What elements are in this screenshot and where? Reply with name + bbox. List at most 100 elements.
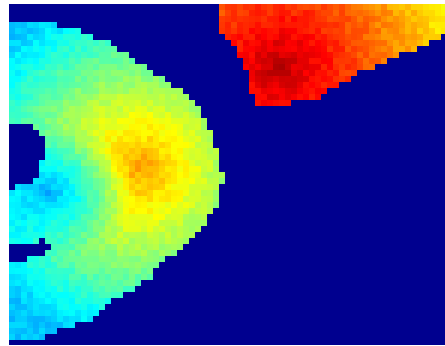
heatmap-cell bbox=[87, 316, 93, 322]
heatmap-cell bbox=[105, 124, 111, 130]
heatmap-cell bbox=[39, 220, 45, 226]
heatmap-cell bbox=[81, 142, 87, 148]
heatmap-cell bbox=[249, 22, 255, 28]
heatmap-cell bbox=[291, 88, 297, 94]
heatmap-cell bbox=[201, 196, 207, 202]
heatmap-cell bbox=[351, 52, 357, 58]
heatmap-cell bbox=[381, 16, 387, 22]
heatmap-cell bbox=[183, 232, 189, 238]
heatmap-cell bbox=[93, 76, 99, 82]
heatmap-cell bbox=[129, 268, 135, 274]
heatmap-cell bbox=[45, 220, 51, 226]
heatmap-cell bbox=[333, 64, 339, 70]
heatmap-cell bbox=[189, 112, 195, 118]
heatmap-cell bbox=[165, 220, 171, 226]
heatmap-cell bbox=[45, 82, 51, 88]
heatmap-cell bbox=[171, 190, 177, 196]
heatmap-cell bbox=[81, 160, 87, 166]
heatmap-cell bbox=[57, 130, 63, 136]
heatmap-cell bbox=[243, 10, 249, 16]
heatmap-cell bbox=[141, 250, 147, 256]
heatmap-cell bbox=[303, 16, 309, 22]
heatmap-cell bbox=[123, 154, 129, 160]
heatmap-cell bbox=[21, 64, 27, 70]
heatmap-cell bbox=[123, 130, 129, 136]
heatmap-cell bbox=[261, 82, 267, 88]
heatmap-cell bbox=[165, 130, 171, 136]
heatmap-cell bbox=[99, 274, 105, 280]
heatmap-cell bbox=[99, 304, 105, 310]
heatmap-cell bbox=[57, 190, 63, 196]
heatmap-cell bbox=[285, 4, 291, 10]
heatmap-cell bbox=[165, 82, 171, 88]
heatmap-cell bbox=[69, 142, 75, 148]
heatmap-cell bbox=[129, 226, 135, 232]
heatmap-cell bbox=[51, 94, 57, 100]
heatmap-cell bbox=[183, 214, 189, 220]
heatmap-cell bbox=[99, 184, 105, 190]
heatmap-cell bbox=[129, 94, 135, 100]
heatmap-cell bbox=[129, 130, 135, 136]
heatmap-cell bbox=[339, 52, 345, 58]
heatmap-cell bbox=[111, 118, 117, 124]
heatmap-cell bbox=[279, 34, 285, 40]
heatmap-cell bbox=[159, 112, 165, 118]
heatmap-cell bbox=[321, 34, 327, 40]
heatmap-cell bbox=[375, 46, 381, 52]
heatmap-cell bbox=[105, 40, 111, 46]
heatmap-cell bbox=[45, 166, 51, 172]
heatmap-cell bbox=[123, 136, 129, 142]
heatmap-cell bbox=[51, 238, 57, 244]
heatmap-cell bbox=[435, 22, 441, 28]
heatmap-cell bbox=[111, 196, 117, 202]
heatmap-cell bbox=[261, 76, 267, 82]
heatmap-cell bbox=[87, 136, 93, 142]
heatmap-cell bbox=[99, 196, 105, 202]
heatmap-cell bbox=[45, 124, 51, 130]
heatmap-cell bbox=[15, 268, 21, 274]
heatmap-cell bbox=[165, 244, 171, 250]
heatmap-cell bbox=[57, 106, 63, 112]
heatmap-cell bbox=[51, 178, 57, 184]
heatmap-cell bbox=[339, 40, 345, 46]
heatmap-cell bbox=[381, 34, 387, 40]
heatmap-cell bbox=[153, 238, 159, 244]
heatmap-cell bbox=[117, 112, 123, 118]
heatmap-cell bbox=[87, 202, 93, 208]
heatmap-cell bbox=[81, 232, 87, 238]
heatmap-cell bbox=[63, 88, 69, 94]
heatmap-cell bbox=[45, 208, 51, 214]
heatmap-cell bbox=[21, 304, 27, 310]
heatmap-cell bbox=[249, 10, 255, 16]
heatmap-cell bbox=[75, 202, 81, 208]
heatmap-cell bbox=[15, 292, 21, 298]
heatmap-cell bbox=[129, 124, 135, 130]
heatmap-cell bbox=[159, 106, 165, 112]
heatmap-cell bbox=[57, 214, 63, 220]
heatmap-cell bbox=[141, 256, 147, 262]
heatmap-cell bbox=[159, 256, 165, 262]
heatmap-cell bbox=[267, 52, 273, 58]
heatmap-cell bbox=[15, 52, 21, 58]
heatmap-cell bbox=[201, 124, 207, 130]
heatmap-cell bbox=[441, 16, 445, 22]
heatmap-cell bbox=[57, 286, 63, 292]
heatmap-cell bbox=[381, 46, 387, 52]
heatmap-cell bbox=[261, 70, 267, 76]
heatmap-cell bbox=[63, 76, 69, 82]
heatmap-cell bbox=[15, 214, 21, 220]
heatmap-cell bbox=[39, 304, 45, 310]
heatmap-cell bbox=[285, 70, 291, 76]
heatmap-cell bbox=[315, 76, 321, 82]
heatmap-cell bbox=[57, 196, 63, 202]
heatmap-cell bbox=[363, 64, 369, 70]
heatmap-cell bbox=[15, 58, 21, 64]
heatmap-cell bbox=[411, 4, 417, 10]
heatmap-cell bbox=[153, 226, 159, 232]
heatmap-cell bbox=[105, 82, 111, 88]
heatmap-cell bbox=[15, 274, 21, 280]
heatmap-cell bbox=[279, 88, 285, 94]
heatmap-cell bbox=[33, 262, 39, 268]
heatmap-cell bbox=[291, 64, 297, 70]
heatmap-cell bbox=[183, 136, 189, 142]
